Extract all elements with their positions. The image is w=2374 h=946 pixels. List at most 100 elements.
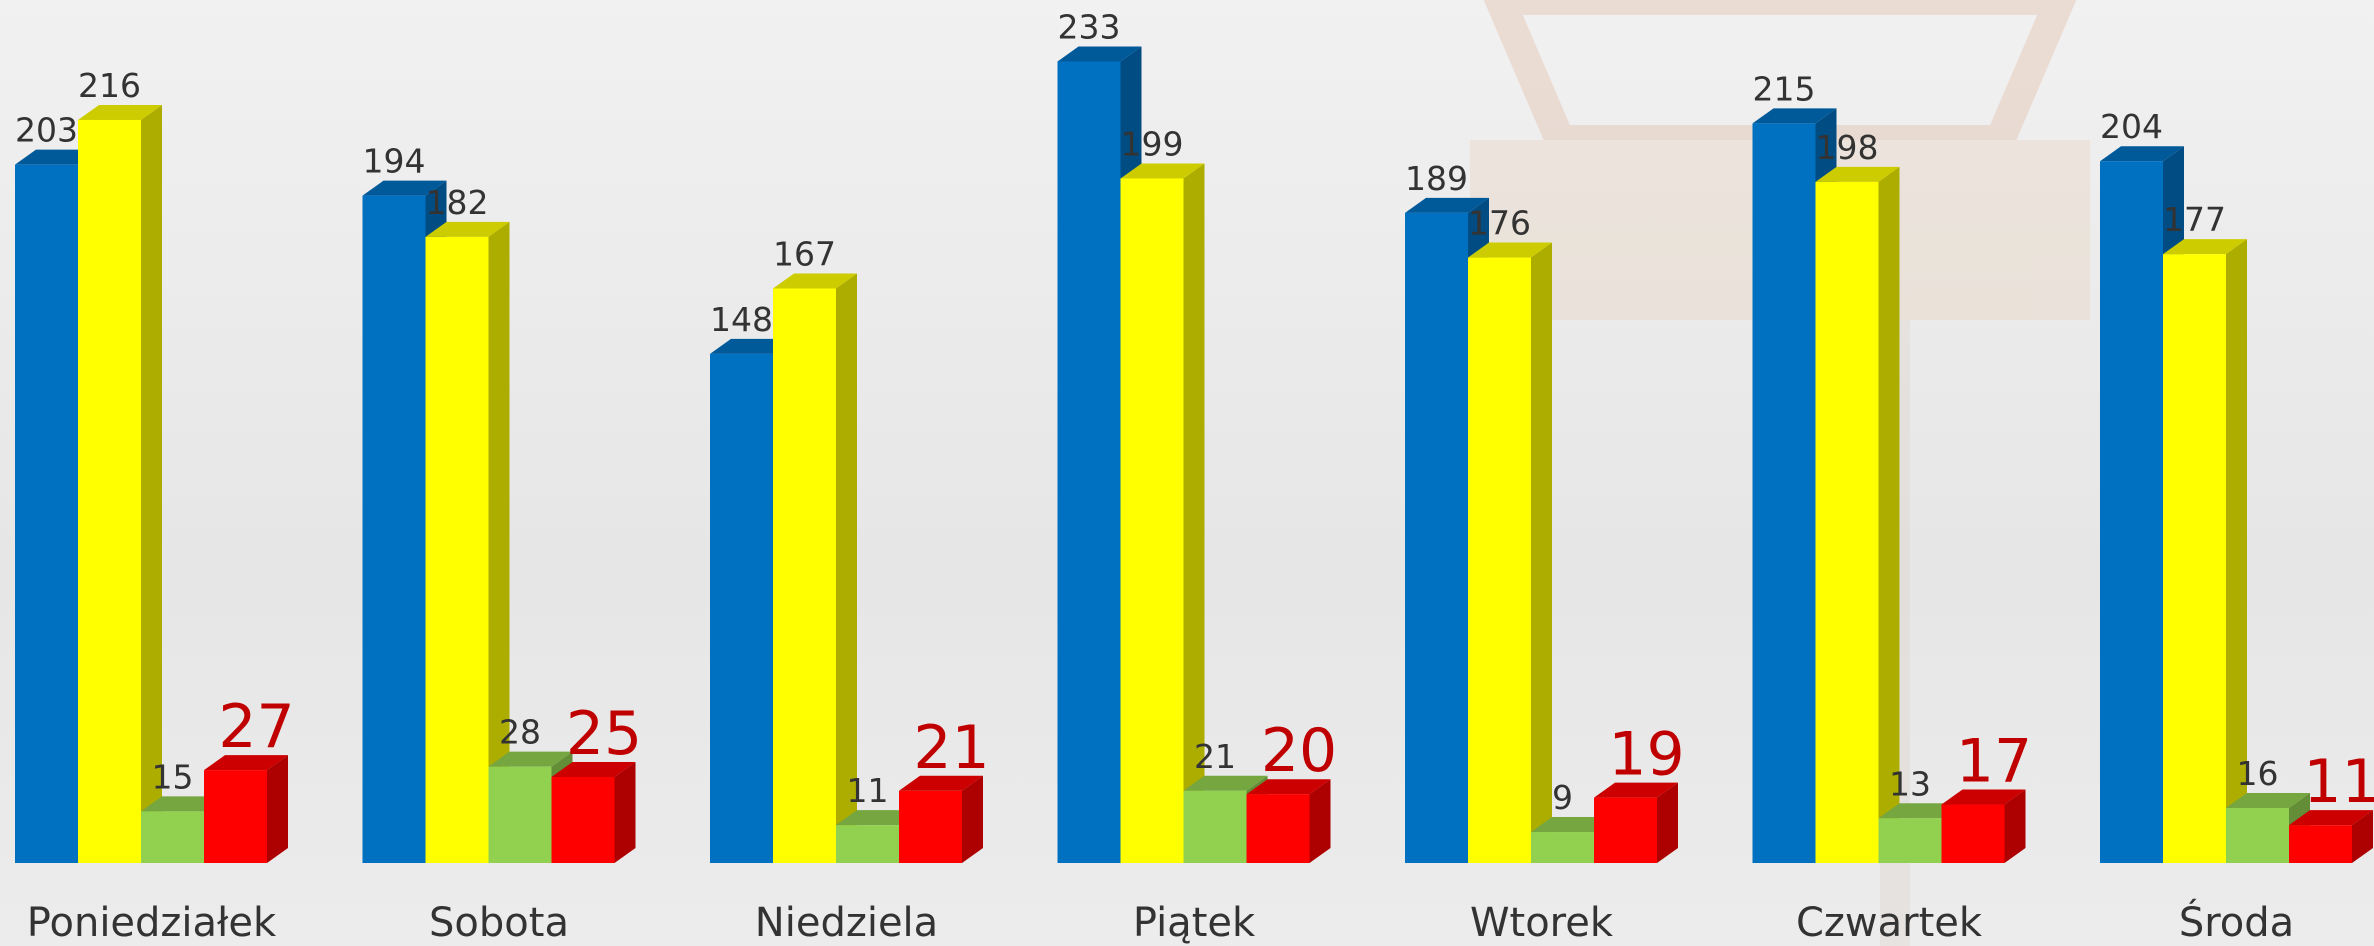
data-label: 189 bbox=[1405, 159, 1468, 198]
bar-front bbox=[2289, 825, 2352, 863]
bar-front bbox=[1752, 123, 1816, 863]
x-tick-label: Niedziela bbox=[755, 900, 938, 946]
bar bbox=[551, 762, 636, 863]
data-label: 16 bbox=[2237, 754, 2279, 793]
bar bbox=[899, 775, 983, 863]
data-label: 15 bbox=[152, 757, 194, 796]
bar-front bbox=[1594, 797, 1657, 863]
bar bbox=[425, 221, 510, 864]
bar-front bbox=[2163, 254, 2226, 863]
bar-side bbox=[1531, 242, 1552, 863]
data-label: 176 bbox=[1468, 204, 1531, 243]
bar-top bbox=[362, 180, 447, 196]
bar bbox=[1815, 166, 1900, 863]
x-tick-label: Wtorek bbox=[1470, 900, 1614, 946]
bar-top bbox=[773, 273, 857, 289]
bar-front bbox=[551, 777, 615, 863]
bar bbox=[78, 104, 162, 863]
data-label: 25 bbox=[566, 699, 642, 769]
bar-front bbox=[836, 825, 899, 863]
bar-top bbox=[2226, 792, 2310, 808]
bar-top bbox=[1405, 197, 1489, 213]
data-label: 216 bbox=[78, 66, 141, 105]
bar-side bbox=[962, 775, 983, 863]
bar-front bbox=[773, 288, 836, 863]
bar bbox=[15, 149, 99, 863]
bar-front bbox=[1120, 178, 1184, 863]
bar-side bbox=[1183, 163, 1205, 863]
bar-top bbox=[488, 751, 573, 767]
bar-front bbox=[15, 164, 78, 863]
data-label: 19 bbox=[1608, 720, 1684, 790]
bar bbox=[1468, 242, 1552, 863]
sign-shape bbox=[1483, 0, 2077, 155]
x-tick-label: Czwartek bbox=[1796, 900, 1983, 946]
bar-front bbox=[1468, 257, 1531, 863]
bar-top bbox=[1246, 779, 1331, 795]
bar-front bbox=[488, 766, 552, 863]
bar-front bbox=[2100, 161, 2163, 864]
bar-top bbox=[78, 104, 162, 120]
bar-top bbox=[1941, 789, 2026, 805]
data-label: 215 bbox=[1753, 69, 1816, 108]
x-tick-label: Sobota bbox=[429, 900, 569, 946]
data-label: 21 bbox=[913, 713, 989, 783]
bar-front bbox=[78, 119, 141, 863]
bar-front bbox=[141, 811, 204, 863]
bar-front bbox=[1878, 818, 1942, 863]
bar-top bbox=[204, 755, 288, 771]
data-label: 11 bbox=[2303, 747, 2374, 817]
bar-side bbox=[2004, 789, 2026, 863]
data-label: 11 bbox=[847, 771, 889, 810]
data-label: 148 bbox=[710, 300, 773, 339]
data-label: 198 bbox=[1816, 128, 1879, 167]
bar-front bbox=[710, 353, 773, 863]
bar bbox=[1941, 789, 2026, 863]
bar-top bbox=[1752, 108, 1837, 124]
bar-front bbox=[1183, 790, 1247, 863]
data-label: 177 bbox=[2163, 200, 2226, 239]
bar-top bbox=[899, 775, 983, 791]
bar-top bbox=[2289, 810, 2373, 826]
bar-front bbox=[1531, 832, 1594, 863]
bar-side bbox=[1878, 166, 1900, 863]
bar bbox=[2289, 810, 2373, 863]
bar-top bbox=[1468, 242, 1552, 258]
x-tick-label: Poniedziałek bbox=[27, 900, 277, 946]
bar-side bbox=[141, 104, 162, 863]
bar-top bbox=[1057, 46, 1142, 62]
x-tick-label: Środa bbox=[2179, 898, 2294, 946]
bar bbox=[204, 755, 288, 863]
x-tick-label: Piątek bbox=[1133, 900, 1256, 946]
bar-top bbox=[1183, 775, 1268, 791]
bar-side bbox=[488, 221, 510, 864]
bar-top bbox=[551, 762, 636, 777]
bar-front bbox=[2226, 807, 2289, 863]
bar-front bbox=[1057, 61, 1121, 864]
bar-front bbox=[899, 790, 962, 863]
bar-front bbox=[362, 195, 426, 863]
bar-side bbox=[1657, 782, 1678, 863]
data-label: 9 bbox=[1552, 778, 1573, 817]
bar bbox=[2163, 239, 2247, 863]
bar-front bbox=[1815, 181, 1879, 863]
bar bbox=[1120, 163, 1205, 863]
bar bbox=[1594, 782, 1678, 863]
bar-side bbox=[2352, 810, 2373, 863]
bar-side bbox=[2226, 239, 2247, 863]
data-label: 182 bbox=[426, 183, 489, 222]
bar bbox=[1246, 779, 1331, 863]
bar-front bbox=[1246, 794, 1310, 863]
data-label: 204 bbox=[2100, 107, 2163, 146]
data-label: 13 bbox=[1889, 764, 1931, 803]
bar-front bbox=[204, 770, 267, 863]
bar-top bbox=[1815, 166, 1900, 182]
data-label: 20 bbox=[1261, 716, 1337, 786]
data-label: 233 bbox=[1058, 7, 1121, 46]
data-label: 194 bbox=[363, 142, 426, 181]
data-label: 17 bbox=[1956, 727, 2032, 797]
bar-side bbox=[267, 755, 288, 863]
bar-top bbox=[2100, 146, 2184, 162]
